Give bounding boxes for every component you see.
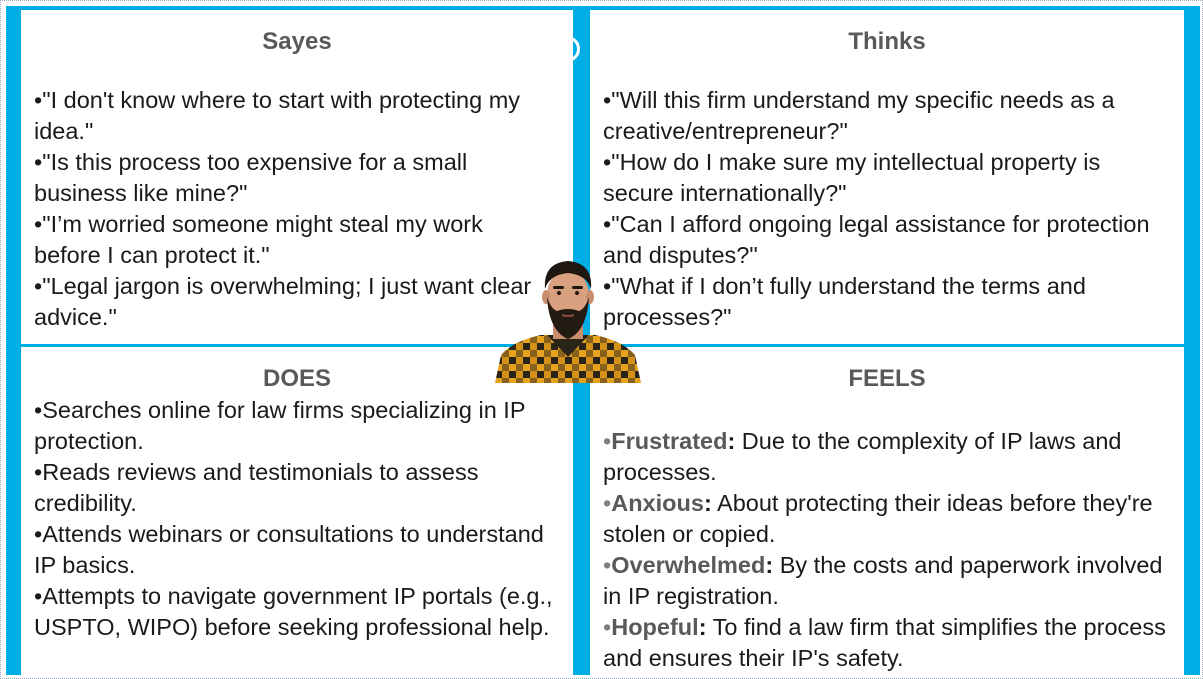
feels-title: FEELS [848,365,926,392]
says-item-text: "I don't know where to start with protec… [34,87,521,144]
thinks-item-text: "Can I afford ongoing legal assistance f… [603,211,1150,268]
says-title: Sayes [262,28,332,55]
says-item-text: "Is this process too expensive for a sma… [34,149,468,206]
list-item: •"I’m worried someone might steal my wor… [34,209,555,271]
term-separator: : [765,552,774,578]
bearded-man-portrait-icon [495,261,641,383]
bullet: • [34,149,43,175]
list-item: •"Legal jargon is overwhelming; I just w… [34,271,555,333]
bullet: • [34,273,43,299]
list-item: •Hopeful: To find a law firm that simpli… [603,612,1166,674]
bullet: • [603,87,612,113]
list-item: •Reads reviews and testimonials to asses… [34,457,555,519]
does-item-text: Attempts to navigate government IP porta… [34,583,553,640]
bullet: • [603,490,612,516]
bullet: • [603,614,612,640]
feeling-term: Frustrated [611,428,728,454]
bullet: • [34,397,43,423]
list-item: •Anxious: About protecting their ideas b… [603,488,1166,550]
feeling-text: To find a law firm that simplifies the p… [603,614,1166,671]
does-title: DOES [262,365,331,392]
list-item: •Attempts to navigate government IP port… [34,581,555,643]
bullet: • [34,583,43,609]
bullet: • [603,428,612,454]
says-list: •"I don't know where to start with prote… [21,85,573,333]
list-item: •Frustrated: Due to the complexity of IP… [603,426,1166,488]
thinks-item-text: "Will this firm understand my specific n… [603,87,1115,144]
bullet: • [34,459,43,485]
term-separator: : [703,490,712,516]
term-separator: : [727,428,736,454]
says-item-text: "I’m worried someone might steal my work… [34,211,483,268]
list-item: •"Will this firm understand my specific … [603,85,1166,147]
feeling-text: About protecting their ideas before they… [603,490,1153,547]
does-item-text: Searches online for law firms specializi… [34,397,526,454]
list-item: •"Can I afford ongoing legal assistance … [603,209,1166,271]
list-item: •"What if I don’t fully understand the t… [603,271,1166,333]
thinks-quadrant: Thinks •"Will this firm understand my sp… [590,10,1184,344]
list-item: •"I don't know where to start with prote… [34,85,555,147]
feeling-text: By the costs and paperwork involved in I… [603,552,1163,609]
feels-quadrant: FEELS •Frustrated: Due to the complexity… [590,347,1184,675]
feels-list: •Frustrated: Due to the complexity of IP… [590,426,1184,674]
list-item: •Attends webinars or consultations to un… [34,519,555,581]
feeling-term: Anxious [611,490,704,516]
list-item: •"How do I make sure my intellectual pro… [603,147,1166,209]
does-item-text: Reads reviews and testimonials to assess… [34,459,479,516]
persona-portrait [495,259,641,383]
bullet: • [34,521,43,547]
feeling-term: Hopeful [611,614,699,640]
feeling-text: Due to the complexity of IP laws and pro… [603,428,1122,485]
feeling-term: Overwhelmed [611,552,766,578]
bullet: • [603,552,612,578]
thinks-list: •"Will this firm understand my specific … [590,85,1184,333]
says-item-text: "Legal jargon is overwhelming; I just wa… [34,273,532,330]
says-quadrant: Sayes •"I don't know where to start with… [21,10,573,344]
thinks-title: Thinks [848,28,926,55]
bullet: • [603,149,612,175]
thinks-item-text: "How do I make sure my intellectual prop… [603,149,1101,206]
empathy-map-frame: Sayes •"I don't know where to start with… [6,6,1200,675]
bullet: • [603,273,612,299]
does-list: •Searches online for law firms specializ… [21,395,573,643]
thinks-item-text: "What if I don’t fully understand the te… [603,273,1086,330]
list-item: •Searches online for law firms specializ… [34,395,555,457]
term-separator: : [698,614,707,640]
bullet: • [34,211,43,237]
list-item: •Overwhelmed: By the costs and paperwork… [603,550,1166,612]
bullet: • [603,211,612,237]
does-quadrant: DOES •Searches online for law firms spec… [21,347,573,675]
bullet: • [34,87,43,113]
does-item-text: Attends webinars or consultations to und… [34,521,544,578]
list-item: •"Is this process too expensive for a sm… [34,147,555,209]
